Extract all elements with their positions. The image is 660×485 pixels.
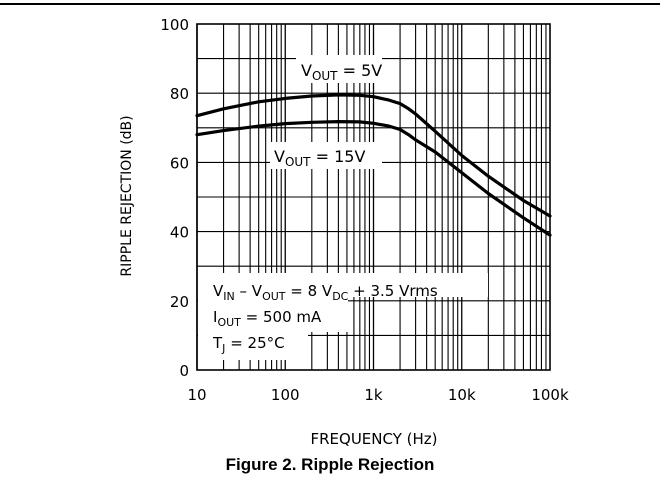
- x-tick-label: 100k: [531, 386, 569, 404]
- y-tick-label: 60: [170, 154, 189, 172]
- y-tick-label: 40: [170, 224, 189, 242]
- y-axis-label: RIPPLE REJECTION (dB): [119, 115, 135, 276]
- x-tick-label: 1k: [364, 386, 383, 404]
- series-label-15v-bg: [270, 142, 382, 169]
- y-tick-label: 0: [179, 362, 189, 380]
- conditions-bg-line1: [198, 273, 488, 297]
- series-label-15v: VOUT = 15V: [274, 147, 365, 169]
- x-axis-label: FREQUENCY (Hz): [310, 430, 437, 448]
- annotations: VOUT = 5V VOUT = 15V VIN – VOUT = 8 VDC …: [198, 55, 488, 360]
- series-lines: [195, 93, 552, 237]
- series-label-5v-bg: [296, 55, 382, 83]
- axes: 0 20 40 60 80 100 10 100 1k 10k 100k: [160, 16, 569, 404]
- condition-iout: IOUT = 500 mA: [213, 308, 322, 329]
- series-label-5v: VOUT = 5V: [301, 61, 382, 83]
- y-tick-label: 20: [170, 293, 189, 311]
- top-rule: [0, 3, 660, 5]
- series-line-vout-15v: [195, 119, 552, 237]
- plot-frame: [196, 23, 551, 371]
- x-tick-label: 100: [271, 386, 300, 404]
- conditions-bg-line3: [198, 332, 308, 360]
- x-tick-label: 10: [187, 386, 206, 404]
- figure-caption: Figure 2. Ripple Rejection: [225, 455, 435, 474]
- ripple-rejection-chart: VOUT = 5V VOUT = 15V VIN – VOUT = 8 VDC …: [119, 16, 569, 448]
- condition-vin-vout: VIN – VOUT = 8 VDC + 3.5 Vrms: [213, 282, 438, 303]
- condition-tj: TJ = 25°C: [212, 334, 285, 355]
- series-line-vout-5v: [195, 93, 552, 218]
- y-tick-label: 80: [170, 85, 189, 103]
- y-tick-label: 100: [160, 16, 189, 34]
- x-tick-label: 10k: [448, 386, 476, 404]
- conditions-bg-line2: [198, 297, 348, 332]
